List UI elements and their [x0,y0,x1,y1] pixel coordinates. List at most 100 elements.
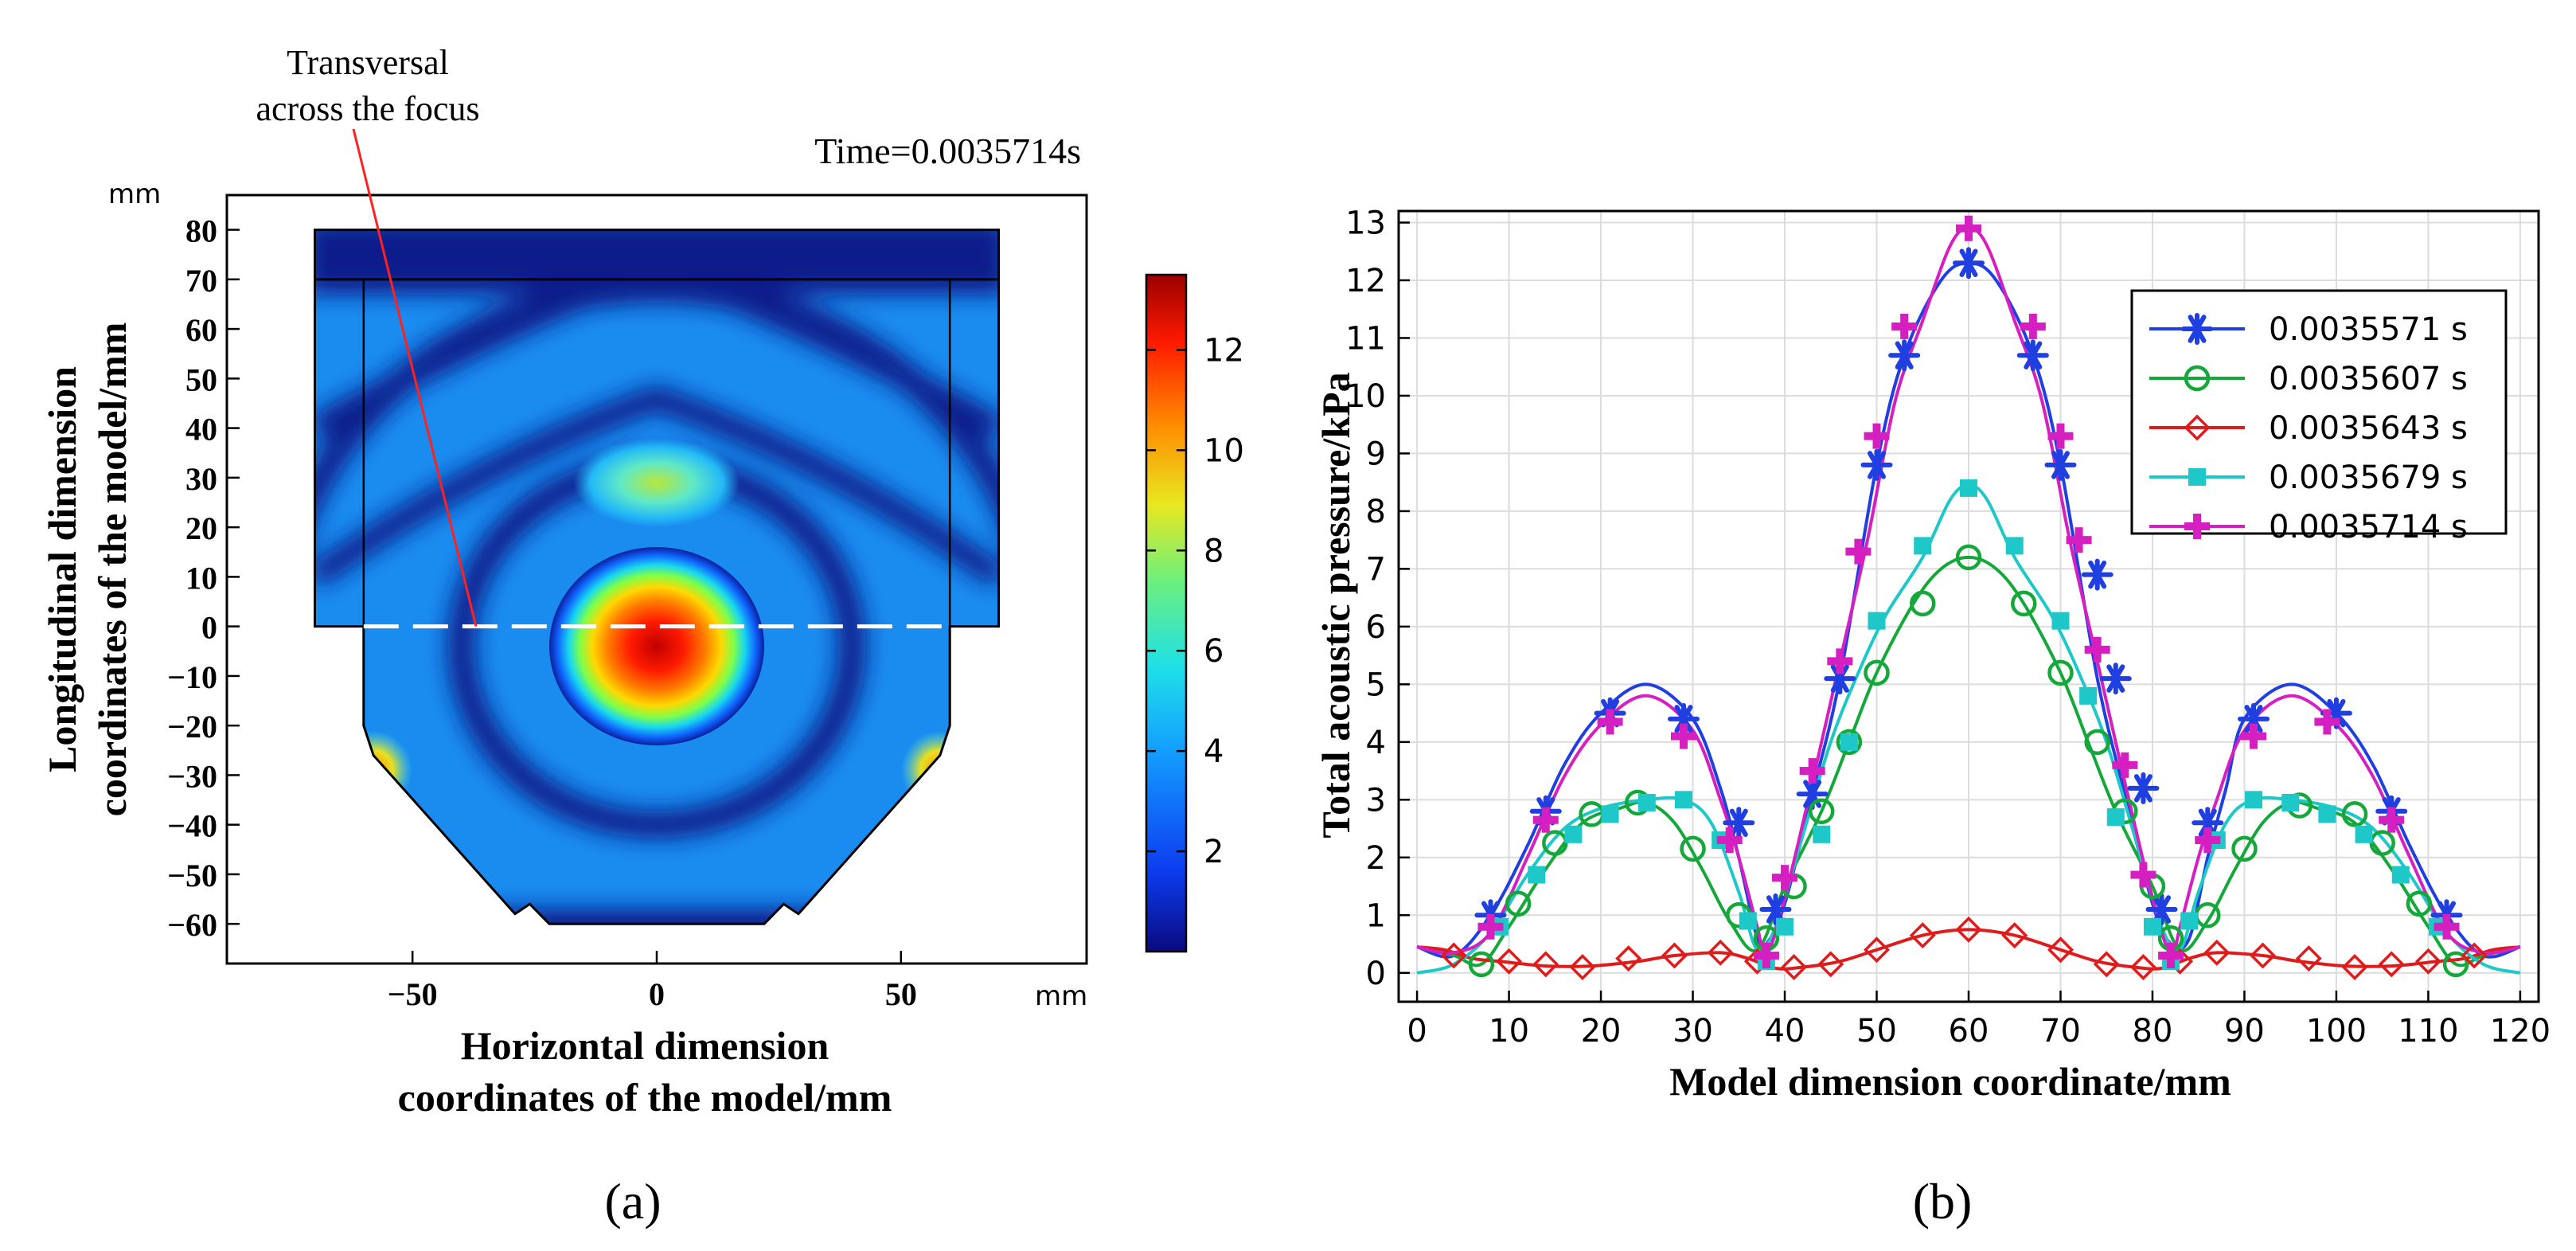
data-point [1723,807,1755,839]
x-tick-label: 0 [649,976,665,1012]
data-point [1860,448,1893,481]
y-tick-label: 8 [1366,494,1386,530]
colorbar-tick-label: 4 [1204,733,1224,770]
data-point [2001,922,2028,949]
y-tick-label: 70 [185,263,217,299]
data-point [1496,948,1523,975]
y-unit-label: mm [108,178,161,210]
legend-marker [2184,514,2210,539]
colorbar [1145,273,1188,953]
data-point [1827,648,1853,674]
data-point [2434,913,2460,940]
pressure-field [314,229,999,925]
data-point [1868,612,1886,630]
y-tick-label: 5 [1366,667,1386,703]
data-point [2145,893,2178,926]
series-line-2 [1416,555,2521,968]
data-point [1864,936,1890,964]
x-tick-label: 30 [1672,1013,1713,1050]
series-markers-5 [1477,215,2460,969]
data-point [2195,827,2221,854]
data-point [1836,729,1863,756]
y-tick-label: 12 [1345,263,1386,299]
legend: 0.0035571 s 0.0035607 s 0.0035643 s 0.00356… [2130,289,2508,545]
line-chart-panel: 0 10 20 30 40 50 60 70 80 90 100 110 120012345678910… [1313,205,2551,1229]
series-markers-3 [1440,916,2488,980]
annotation-line-1: Transversal [287,43,449,82]
y-tick-label: 10 [185,560,217,596]
line-chart-ylabel: Total acoustic pressure/kPa [1313,372,1358,838]
data-point [1772,865,1798,891]
data-point [1914,537,1932,555]
dark-arc-2 [314,385,999,587]
data-point [2066,527,2092,553]
heatmap-title: Time=0.0035714s [814,131,1081,171]
heatmap-axes: 80 70 60 50 40 30 20 10 0 −10 −20 −30 −40 −50 −60 −50 0 5… [167,213,917,1012]
x-tick-label: 50 [1856,1013,1897,1050]
data-point [2051,612,2070,630]
legend-label: 0.0035643 s [2269,410,2468,447]
data-point [2241,723,2266,749]
data-point [2442,951,2469,978]
x-tick-label: 10 [1489,1013,1529,1050]
data-point [1840,733,1858,751]
data-point [1888,339,1921,372]
x-tick-label: 70 [2040,1013,2081,1050]
legend-label: 0.0035714 s [2269,509,2468,545]
data-point [2099,663,2132,695]
data-point [2016,339,2049,372]
colorbar-ticks: 2 4 6 8 10 12 [1146,332,1244,870]
heatmap-ylabel-line-1: Longitudinal dimension [40,366,84,772]
y-tick-label: 0 [201,610,217,646]
focus-hotspot [549,547,764,746]
legend-entry-1: 0.0035571 s [2149,311,2468,348]
data-point [1468,951,1495,978]
data-point [2044,448,2077,481]
x-tick-label: −50 [388,976,438,1012]
data-point [2106,808,2125,827]
series-markers [1440,215,2488,980]
x-tick-label: 60 [1949,1013,1989,1050]
series-markers-1 [1474,247,2463,932]
data-point [2391,866,2410,884]
data-point [1891,313,1918,339]
data-point [1505,890,1532,917]
data-point [2314,709,2340,735]
x-tick-label: 40 [1765,1013,1805,1050]
upper-lobe [573,438,740,528]
data-point [2461,942,2488,969]
data-point [2079,686,2098,705]
legend-entry-3: 0.0035643 s [2149,410,2468,447]
x-tick-label: 80 [2133,1013,2173,1050]
data-point [2203,939,2231,966]
legend-entry-2: 0.0035607 s [2149,361,2468,397]
y-tick-label: 50 [185,362,217,397]
data-point [1739,912,1757,930]
data-point [2318,805,2336,823]
data-point [1680,835,1706,862]
data-point [2127,772,2160,804]
y-tick-label: −50 [167,858,217,893]
y-tick-label: 4 [1366,725,1386,761]
data-point [2081,558,2113,591]
data-point [2093,951,2120,978]
heatmap-xlabel-line-2: coordinates of the model/mm [398,1075,892,1120]
y-tick-label: 3 [1366,782,1386,819]
legend-marker [2184,414,2211,441]
data-point [1477,913,1504,940]
data-point [1707,939,1734,966]
y-tick-label: 2 [1366,840,1386,877]
line-chart-xlabel: Model dimension coordinate/mm [1669,1059,2231,1104]
legend-marker [2181,313,2213,345]
data-point [1597,709,1623,735]
y-tick-label: 40 [185,412,217,448]
data-point [2112,752,2138,778]
data-point [1808,798,1835,825]
data-point [1675,791,1692,809]
y-tick-label: −30 [167,758,217,794]
data-point [2011,590,2037,617]
data-point [2281,793,2300,811]
data-point [1532,951,1559,978]
annotation-pointer [352,128,478,627]
data-point [1960,479,1977,497]
